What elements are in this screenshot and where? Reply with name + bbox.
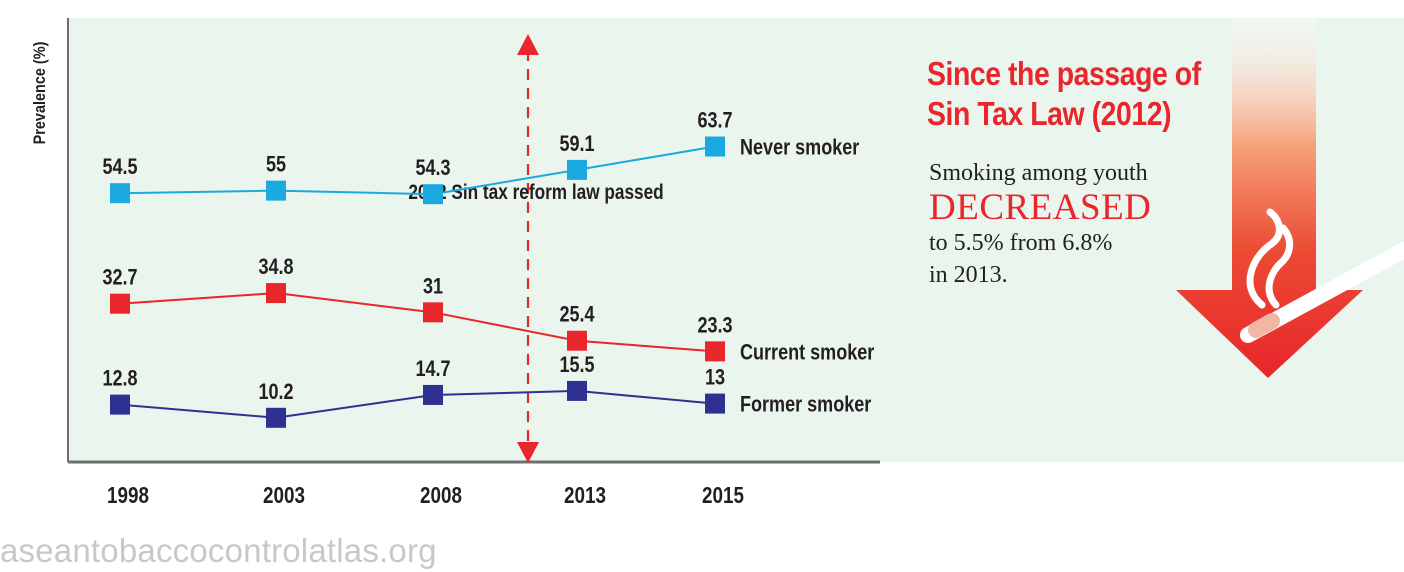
data-label-never-smoker-2008: 54.3: [415, 157, 450, 181]
data-point-former-smoker-2013: [567, 380, 587, 401]
data-point-former-smoker-2003: [266, 407, 286, 428]
data-label-current-smoker-2013: 25.4: [559, 303, 595, 327]
callout-headline-line1: Since the passage of: [927, 55, 1201, 92]
y-axis-label: Prevalence (%): [31, 42, 49, 145]
data-label-current-smoker-1998: 32.7: [102, 266, 137, 290]
x-tick-label-2008: 2008: [420, 483, 462, 508]
source-watermark: aseantobaccocontrolatlas.org: [0, 532, 437, 569]
callout-text-line3: to 5.5% from 6.8%: [929, 230, 1113, 256]
x-tick-label-2015: 2015: [702, 483, 744, 508]
callout-text-line1: Smoking among youth: [929, 160, 1148, 186]
x-tick-label-2013: 2013: [564, 483, 606, 508]
callout-headline-line2: Sin Tax Law (2012): [927, 95, 1172, 132]
data-point-former-smoker-2015: [705, 393, 725, 414]
down-arrow-icon: [1176, 18, 1363, 378]
callout-emphasis: DECREASED: [929, 187, 1152, 228]
callout-headline: Since the passage of Sin Tax Law (2012): [927, 54, 1201, 134]
data-point-current-smoker-1998: [110, 293, 130, 314]
cigarette-icon: [1240, 208, 1404, 343]
axes: [67, 18, 880, 464]
x-tick-label-1998: 1998: [107, 483, 149, 508]
series-name-former-smoker: Former smoker: [740, 393, 871, 417]
series-never-smoker: 54.5 55 54.3 59.1 63.7 Never smoker: [102, 109, 859, 205]
data-label-never-smoker-2013: 59.1: [559, 132, 594, 156]
series-former-smoker: 12.8 10.2 14.7 15.5 13 Former smoker: [102, 353, 871, 428]
data-label-former-smoker-2015: 13: [705, 366, 725, 390]
callout-background: [880, 18, 1404, 462]
data-point-current-smoker-2003: [266, 283, 286, 304]
data-label-never-smoker-2003: 55: [266, 153, 286, 177]
data-label-current-smoker-2008: 31: [423, 275, 443, 299]
series-name-current-smoker: Current smoker: [740, 341, 874, 365]
data-point-never-smoker-2013: [567, 159, 587, 180]
data-point-never-smoker-1998: [110, 183, 130, 204]
series-current-smoker: 32.7 34.8 31 25.4 23.3 Current smoker: [102, 255, 874, 364]
series-name-never-smoker: Never smoker: [740, 136, 859, 160]
callout-text: Smoking among youth DECREASED to 5.5% fr…: [929, 157, 1151, 291]
x-tick-label-2003: 2003: [263, 483, 305, 508]
callout-text-line4: in 2013.: [929, 262, 1008, 288]
data-label-current-smoker-2015: 23.3: [697, 314, 732, 338]
data-point-current-smoker-2008: [423, 302, 443, 323]
x-tick-labels: 1998 2003 2008 2013 2015: [107, 483, 744, 508]
data-point-never-smoker-2015: [705, 136, 725, 157]
data-label-never-smoker-2015: 63.7: [697, 109, 732, 133]
data-point-current-smoker-2013: [567, 330, 587, 351]
data-label-former-smoker-2003: 10.2: [258, 380, 293, 404]
data-point-current-smoker-2015: [705, 341, 725, 362]
data-point-never-smoker-2008: [423, 184, 443, 205]
data-point-former-smoker-1998: [110, 394, 130, 415]
annotation-arrowhead-up: [517, 34, 539, 55]
data-point-never-smoker-2003: [266, 180, 286, 201]
annotation-label: 2012 Sin tax reform law passed: [408, 182, 663, 205]
data-label-former-smoker-1998: 12.8: [102, 367, 137, 391]
data-label-former-smoker-2013: 15.5: [559, 353, 594, 377]
series-layer: 54.5 55 54.3 59.1 63.7 Never smoker 32.7 34.8 31…: [102, 109, 874, 428]
data-label-former-smoker-2008: 14.7: [415, 357, 450, 381]
data-label-never-smoker-1998: 54.5: [102, 156, 137, 180]
data-label-current-smoker-2003: 34.8: [258, 255, 293, 279]
data-point-former-smoker-2008: [423, 384, 443, 405]
annotation-arrowhead-down: [517, 442, 539, 463]
